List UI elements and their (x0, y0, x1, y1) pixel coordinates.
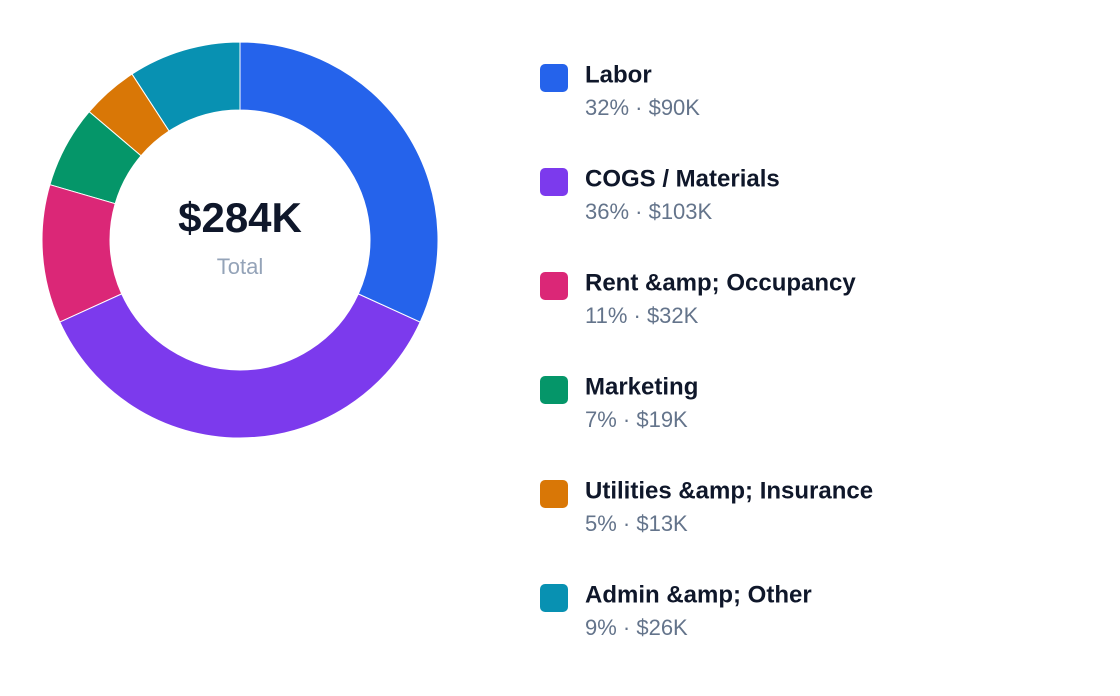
legend-swatch (540, 376, 568, 404)
center-label: $284K (178, 194, 302, 241)
legend-label: Utilities &amp; Insurance (585, 477, 873, 504)
legend-swatch (540, 584, 568, 612)
donut-slice (49, 110, 142, 205)
legend-swatch (540, 480, 568, 508)
legend-swatch (540, 168, 568, 196)
donut-slice (41, 184, 123, 323)
legend-value: 7% · $19K (585, 407, 688, 432)
donut-slice (59, 293, 421, 439)
legend-label: Marketing (585, 373, 698, 400)
legend-value: 36% · $103K (585, 199, 713, 224)
center-sublabel: Total (217, 254, 263, 279)
legend-value: 11% · $32K (585, 303, 699, 328)
legend-label: Rent &amp; Occupancy (585, 269, 856, 296)
legend-label: Admin &amp; Other (585, 581, 812, 608)
legend-label: COGS / Materials (585, 165, 780, 192)
legend-swatch (540, 272, 568, 300)
legend-value: 9% · $26K (585, 615, 688, 640)
donut-slice (239, 41, 439, 323)
legend-value: 32% · $90K (585, 95, 700, 120)
legend-label: Labor (585, 61, 652, 88)
legend-swatch (540, 64, 568, 92)
legend-value: 5% · $13K (585, 511, 688, 536)
donut-slice (88, 73, 170, 157)
